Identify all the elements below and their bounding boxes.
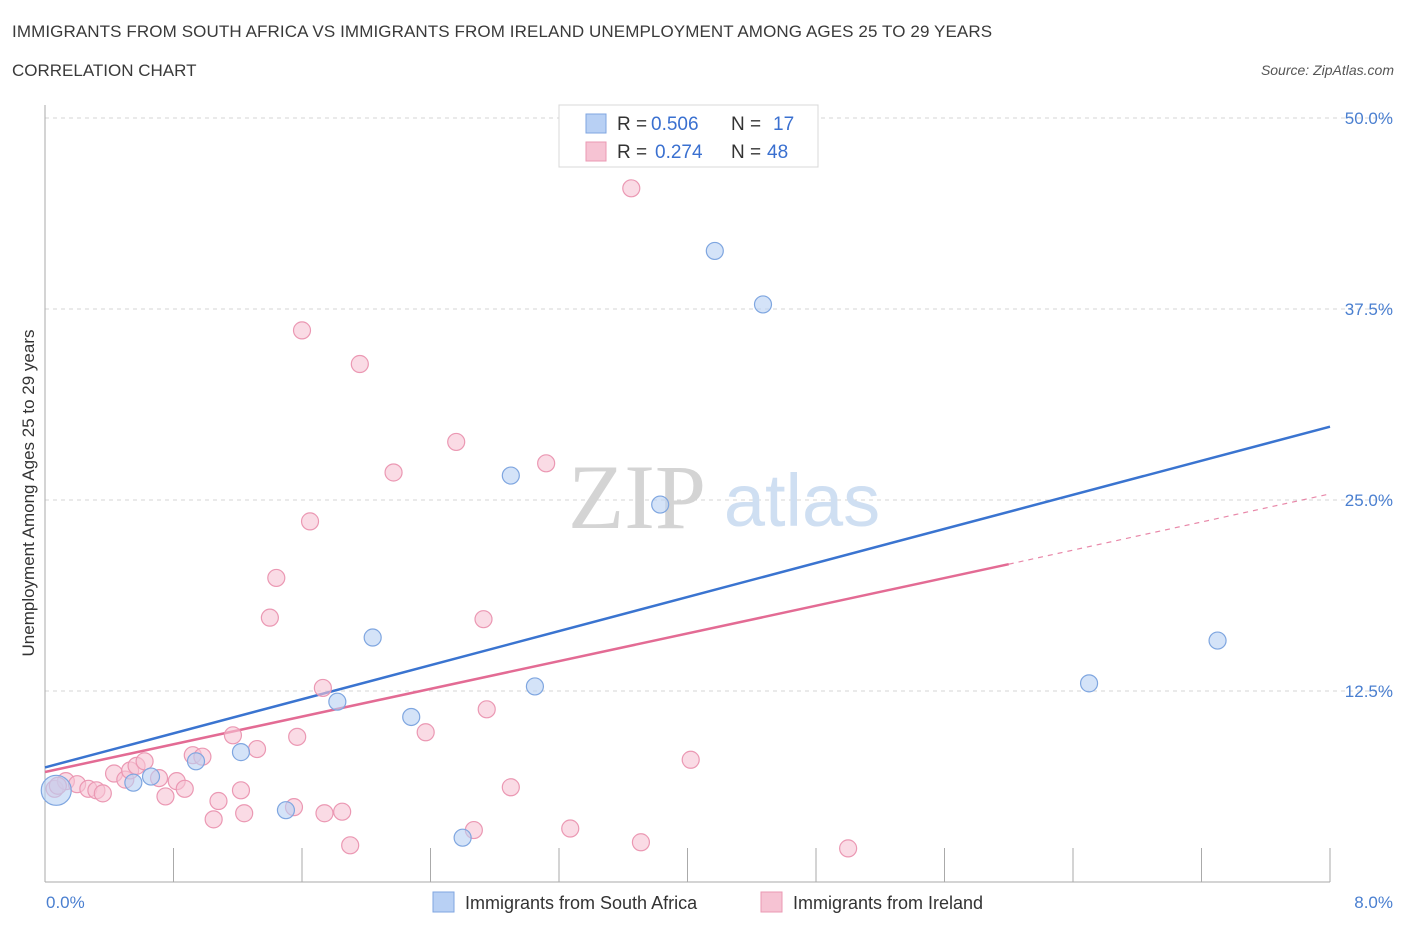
point-ireland	[384, 463, 403, 482]
chart-title: IMMIGRANTS FROM SOUTH AFRICA VS IMMIGRAN…	[12, 22, 993, 41]
y-axis-label: Unemployment Among Ages 25 to 29 years	[19, 330, 38, 657]
point-south-africa	[453, 828, 472, 847]
legend-n-value-1: 17	[773, 114, 794, 135]
bottom-legend-label-ireland: Immigrants from Ireland	[793, 893, 983, 913]
point-south-africa	[231, 743, 251, 762]
gridlines	[45, 117, 1392, 692]
point-ireland	[267, 568, 286, 588]
point-ireland	[175, 779, 194, 798]
data-points	[40, 179, 1227, 858]
legend-n-label-1: N =	[731, 114, 761, 135]
y-tick-label: 37.5%	[1345, 300, 1393, 319]
legend-r-value-2: 0.274	[655, 142, 703, 163]
legend-n-label-2: N =	[731, 142, 761, 163]
point-south-africa	[651, 495, 670, 514]
watermark: ZIP atlas	[568, 446, 880, 548]
point-ireland	[247, 739, 267, 759]
bottom-legend-swatch-south-africa	[432, 891, 455, 913]
watermark-atlas: atlas	[724, 459, 880, 542]
trend-line-south-africa	[44, 425, 1331, 769]
legend-swatch-ireland	[585, 141, 607, 162]
point-ireland	[223, 726, 243, 745]
point-ireland	[209, 791, 228, 811]
point-south-africa	[501, 466, 520, 485]
point-ireland	[292, 321, 312, 340]
y-tick-label: 12.5%	[1345, 682, 1393, 701]
x-tick-label: 8.0%	[1354, 893, 1393, 912]
point-ireland	[231, 781, 251, 800]
watermark-zip: ZIP	[568, 446, 706, 548]
point-ireland	[537, 454, 556, 473]
point-ireland	[156, 787, 175, 806]
trend-line-ireland	[44, 562, 1010, 774]
point-ireland	[477, 700, 496, 719]
y-tick-label: 25.0%	[1345, 491, 1393, 510]
correlation-legend: R = 0.506 N = 17 R = 0.274 N = 48	[558, 104, 819, 168]
point-ireland	[93, 784, 112, 803]
point-south-africa	[705, 241, 724, 261]
point-south-africa	[40, 774, 72, 806]
legend-r-label-1: R =	[617, 114, 647, 135]
point-ireland	[288, 727, 307, 746]
point-south-africa	[1079, 674, 1099, 693]
trend-lines	[44, 425, 1331, 774]
point-ireland	[350, 354, 369, 374]
point-ireland	[447, 432, 466, 452]
point-ireland	[622, 179, 641, 198]
y-tick-label: 50.0%	[1345, 109, 1393, 128]
axes	[44, 105, 1331, 883]
point-ireland	[501, 778, 520, 797]
point-south-africa	[1208, 631, 1227, 650]
bottom-legend-swatch-ireland	[760, 891, 783, 913]
point-ireland	[300, 512, 320, 531]
x-tick-label: 0.0%	[46, 893, 85, 912]
point-ireland	[315, 804, 334, 823]
chart-subtitle: CORRELATION CHART	[12, 61, 197, 80]
point-ireland	[341, 836, 360, 855]
point-south-africa	[525, 677, 545, 696]
point-south-africa	[328, 692, 347, 711]
legend-r-value-1: 0.506	[651, 114, 699, 135]
point-ireland	[260, 608, 279, 627]
point-ireland	[333, 802, 352, 821]
legend-r-label-2: R =	[617, 142, 647, 163]
bottom-legend-label-south-africa: Immigrants from South Africa	[465, 893, 698, 913]
point-ireland	[474, 610, 493, 629]
point-south-africa	[141, 767, 161, 786]
point-south-africa	[753, 295, 773, 314]
point-ireland	[561, 819, 580, 838]
point-ireland	[135, 752, 154, 771]
point-ireland	[235, 804, 254, 823]
point-ireland	[313, 678, 332, 698]
legend-n-value-2: 48	[767, 142, 788, 163]
series-legend: Immigrants from South Africa Immigrants …	[432, 891, 983, 913]
point-ireland	[416, 723, 435, 742]
trend-line-ireland-extension	[1008, 493, 1331, 565]
point-south-africa	[124, 773, 143, 792]
source-label: Source: ZipAtlas.com	[1260, 62, 1394, 78]
point-ireland	[681, 750, 700, 769]
point-south-africa	[186, 752, 206, 771]
point-south-africa	[402, 707, 421, 727]
legend-swatch-south-africa	[585, 113, 607, 134]
tick-labels: 12.5% 25.0% 37.5% 50.0% 0.0% 8.0%	[46, 109, 1393, 912]
point-south-africa	[276, 801, 296, 820]
point-south-africa	[363, 628, 382, 647]
point-ireland	[839, 839, 858, 858]
point-ireland	[204, 810, 223, 829]
point-ireland	[631, 833, 651, 852]
